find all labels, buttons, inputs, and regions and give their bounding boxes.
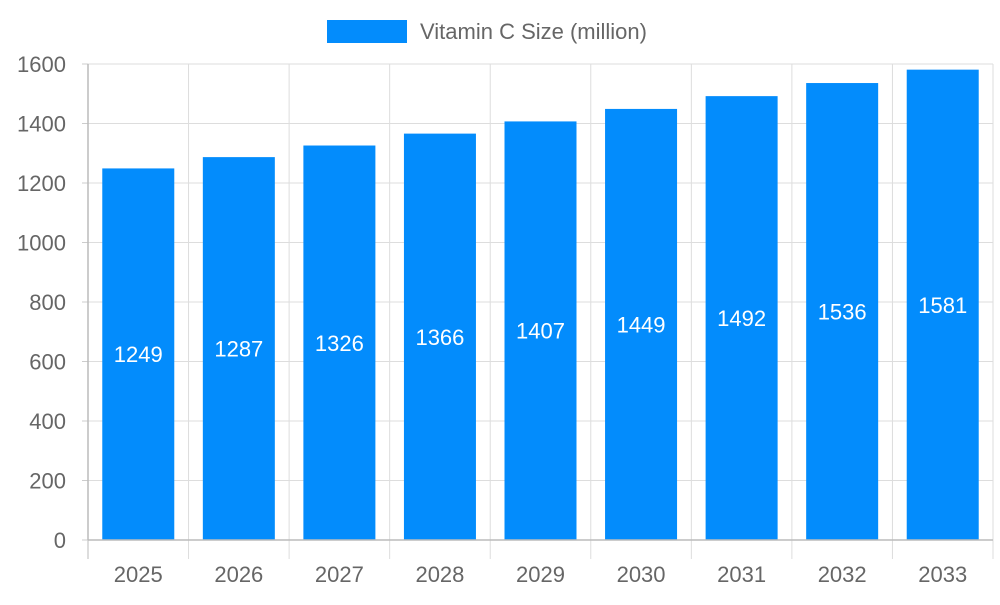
bar — [202, 157, 275, 540]
y-tick-label: 1400 — [17, 112, 66, 137]
legend-swatch — [327, 20, 407, 43]
data-label: 1326 — [315, 331, 364, 356]
legend-label: Vitamin C Size (million) — [420, 19, 647, 44]
y-tick-label: 800 — [29, 290, 66, 315]
data-label: 1407 — [516, 319, 565, 344]
data-label: 1366 — [415, 325, 464, 350]
y-tick-label: 200 — [29, 469, 66, 494]
axes: 0 200 400 600 800 1000 1200 1400 1600 2025 2026 202… — [17, 52, 993, 587]
data-label: 1492 — [717, 306, 766, 331]
y-tick-label: 1200 — [17, 171, 66, 196]
bar — [403, 133, 476, 541]
bar — [806, 83, 879, 540]
data-label: 1581 — [918, 293, 967, 318]
x-tick-label: 2032 — [818, 562, 867, 587]
x-tick-label: 2030 — [617, 562, 666, 587]
y-tick-label: 1000 — [17, 231, 66, 256]
x-tick-label: 2025 — [114, 562, 163, 587]
x-tick-label: 2026 — [214, 562, 263, 587]
y-tick-label: 600 — [29, 350, 66, 375]
y-tick-label: 400 — [29, 409, 66, 434]
bars: 1249 1287 1326 1366 1407 1449 1492 1536 1581 — [102, 69, 979, 541]
bar — [605, 108, 678, 541]
data-label: 1249 — [114, 342, 163, 367]
x-tick-label: 2028 — [415, 562, 464, 587]
y-tick-label: 0 — [54, 528, 66, 553]
data-label: 1287 — [214, 337, 263, 362]
bar — [303, 145, 376, 540]
bar — [705, 96, 778, 540]
x-tick-label: 2029 — [516, 562, 565, 587]
bar — [504, 121, 577, 540]
x-tick-label: 2027 — [315, 562, 364, 587]
legend[interactable]: Vitamin C Size (million) — [327, 19, 647, 44]
y-tick-label: 1600 — [17, 52, 66, 77]
x-tick-label: 2033 — [918, 562, 967, 587]
x-tick-label: 2031 — [717, 562, 766, 587]
data-label: 1536 — [818, 300, 867, 325]
data-label: 1449 — [617, 312, 666, 337]
bar — [906, 69, 979, 540]
bar — [102, 168, 175, 541]
